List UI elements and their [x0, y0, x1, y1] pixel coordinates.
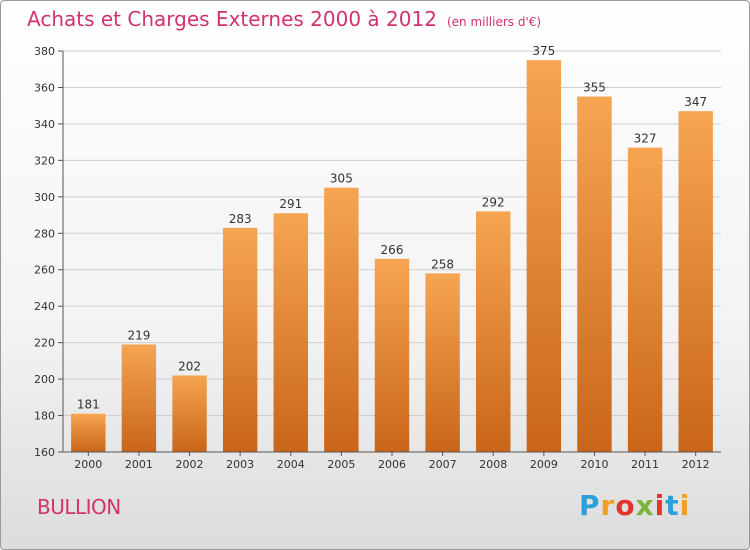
- commune-name: BULLION: [37, 495, 121, 519]
- chart-title: Achats et Charges Externes 2000 à 2012 (e…: [27, 7, 541, 31]
- x-tick-label: 2007: [429, 458, 457, 471]
- bar-2001[interactable]: [121, 344, 157, 452]
- x-axis: 2000 2001 2002 2003 2004 2005 2006 2007 2008 2009…: [63, 451, 721, 471]
- logo-letter: P: [579, 489, 601, 522]
- y-tick-label: 220: [34, 337, 55, 350]
- y-tick-label: 160: [34, 446, 55, 459]
- bar-value-label: 375: [532, 44, 555, 58]
- y-tick-label: 180: [34, 410, 55, 423]
- x-tick-label: 2000: [74, 458, 102, 471]
- x-tick-label: 2012: [682, 458, 710, 471]
- x-tick-label: 2004: [277, 458, 305, 471]
- y-tick-label: 360: [34, 81, 55, 94]
- proxiti-logo[interactable]: Proxiti: [579, 489, 690, 522]
- bar-value-label: 219: [127, 328, 150, 342]
- x-tick-label: 2010: [580, 458, 608, 471]
- bar-2011[interactable]: [627, 147, 663, 452]
- bar-value-label: 283: [229, 212, 252, 226]
- logo-letter: r: [600, 489, 616, 522]
- x-tick-label: 2008: [479, 458, 507, 471]
- x-tick-label: 2001: [125, 458, 153, 471]
- x-tick-label: 2009: [530, 458, 558, 471]
- logo-letter: t: [665, 489, 680, 522]
- bar-2002[interactable]: [172, 375, 207, 452]
- bar-2005[interactable]: [324, 187, 359, 453]
- y-tick-label: 340: [34, 118, 55, 131]
- bar-2007[interactable]: [425, 273, 460, 452]
- x-tick-label: 2003: [226, 458, 254, 471]
- bar-value-label: 291: [279, 197, 302, 211]
- bar-value-label: 347: [684, 95, 707, 109]
- bar-value-label: 327: [634, 132, 657, 146]
- y-tick-label: 280: [34, 227, 55, 240]
- bar-value-label: 266: [381, 243, 404, 257]
- y-tick-label: 320: [34, 154, 55, 167]
- y-tick-label: 300: [34, 191, 55, 204]
- bar-2006[interactable]: [374, 258, 410, 452]
- y-axis: 160 180 200 220 240 260 280 300 320 340 360 380: [34, 45, 64, 459]
- bars: 181 219 202 283 291 305 266 258 292 375 355 327 347: [71, 44, 713, 453]
- chart-unit: (en milliers d'€): [446, 15, 542, 29]
- bar-2000[interactable]: [71, 413, 106, 452]
- bar-2003[interactable]: [222, 227, 258, 452]
- bar-value-label: 202: [178, 359, 201, 373]
- bar-2012[interactable]: [678, 111, 713, 453]
- bar-value-label: 305: [330, 172, 353, 186]
- bar-2004[interactable]: [273, 213, 308, 452]
- bar-2009[interactable]: [526, 60, 562, 452]
- chart-title-text: Achats et Charges Externes 2000 à 2012: [27, 7, 437, 31]
- logo-letter: i: [679, 489, 691, 522]
- y-tick-label: 260: [34, 264, 55, 277]
- y-tick-label: 380: [34, 45, 55, 58]
- logo-letter: i: [654, 489, 666, 522]
- y-tick-label: 240: [34, 300, 55, 313]
- logo-letter: o: [615, 489, 636, 522]
- bar-value-label: 292: [482, 195, 505, 209]
- x-tick-label: 2011: [631, 458, 659, 471]
- x-tick-label: 2002: [176, 458, 204, 471]
- x-tick-label: 2006: [378, 458, 406, 471]
- bar-value-label: 355: [583, 81, 606, 95]
- x-tick-label: 2005: [327, 458, 355, 471]
- bar-2008[interactable]: [476, 211, 511, 452]
- y-tick-label: 200: [34, 373, 55, 386]
- bar-value-label: 181: [77, 398, 100, 412]
- bar-value-label: 258: [431, 257, 454, 271]
- logo-letter: x: [635, 489, 655, 522]
- bar-2010[interactable]: [577, 96, 612, 453]
